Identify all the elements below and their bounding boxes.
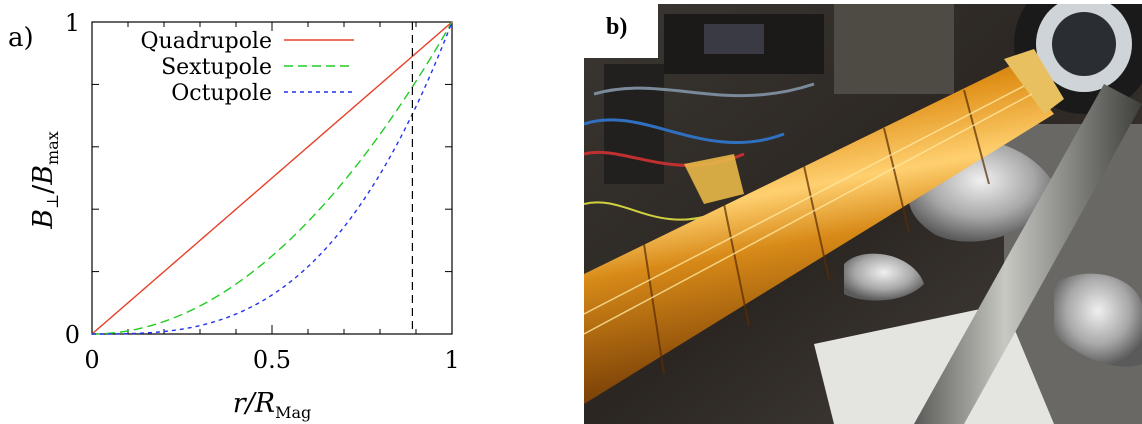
panel-label-b: b) bbox=[606, 14, 628, 40]
panel-label-a: a) bbox=[8, 23, 34, 53]
y-tick-label: 0 bbox=[65, 321, 80, 349]
series-line-quadrupole bbox=[91, 21, 453, 335]
photo-panel: b) bbox=[584, 4, 1142, 424]
legend-label: Quadrupole bbox=[141, 29, 272, 54]
y-axis-label: B⊥/Bmax bbox=[28, 131, 62, 230]
series-line-sextupole bbox=[91, 21, 453, 335]
x-tick-label: 0 bbox=[84, 346, 99, 374]
y-tick-label: 1 bbox=[65, 9, 80, 37]
x-tick-label: 1 bbox=[444, 346, 459, 374]
x-tick-label: 0.5 bbox=[253, 346, 291, 374]
legend-label: Sextupole bbox=[161, 55, 272, 80]
magnet-photo bbox=[584, 4, 1142, 424]
photo-label-box: b) bbox=[584, 4, 658, 58]
series-line-octupole bbox=[92, 21, 453, 335]
chart-panel: a) 0 0.5 1 0 1 Quadrupole Sextupole Octupole r… bbox=[8, 9, 460, 422]
plot-area: 0 0.5 1 0 1 bbox=[65, 9, 460, 374]
legend-label: Octupole bbox=[171, 81, 272, 106]
x-axis-label: r/RMag bbox=[233, 388, 312, 422]
